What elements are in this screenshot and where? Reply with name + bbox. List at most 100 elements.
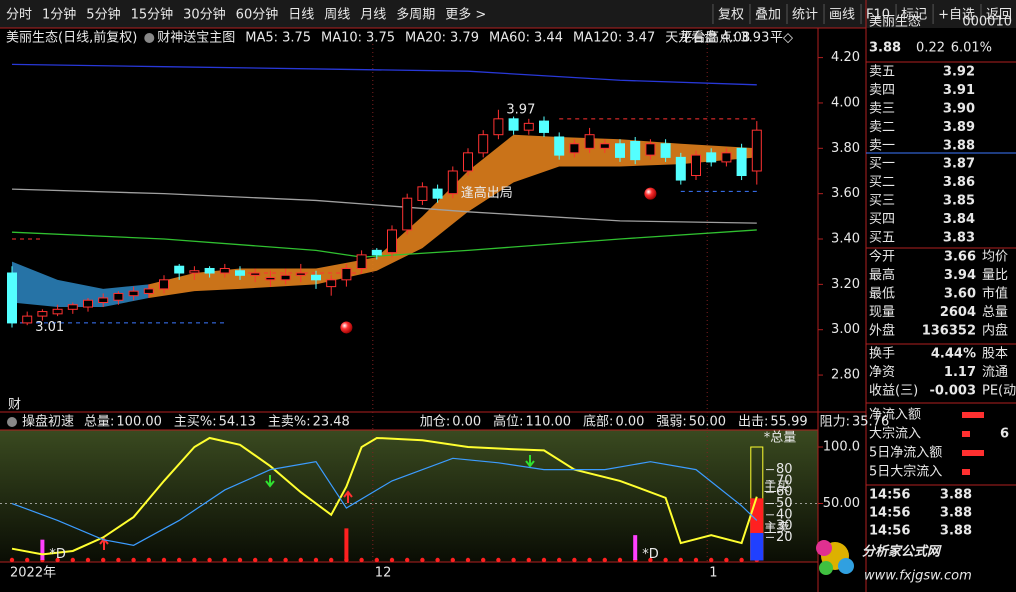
legend-label: MA20: (405, 31, 446, 46)
annotation: 3.01 (35, 320, 64, 335)
toolbar-button[interactable]: 叠加 (755, 8, 781, 23)
toolbar-button[interactable]: 复权 (718, 7, 744, 23)
toolbar-button[interactable]: 标记 (901, 8, 927, 23)
price-pct: 6.01% (951, 41, 992, 56)
arrow (265, 475, 275, 488)
candle-body (584, 134, 595, 149)
toolbar-tab[interactable]: 5分钟 (86, 7, 120, 23)
toolbar-tab[interactable]: 日线 (288, 8, 314, 23)
stat-value: 3.66 (944, 250, 976, 265)
baseline-dot (587, 557, 592, 563)
annotation: *D (642, 547, 659, 562)
annotation: 3.97 (506, 102, 535, 117)
toolbar-button[interactable]: 画线 (829, 8, 855, 23)
legend-label: MA60: (489, 31, 530, 46)
stat-tail: 市值 (982, 286, 1008, 302)
stock-code: 000010 (962, 15, 1012, 30)
candle-body (447, 170, 458, 195)
inner-tick-label: 70 (776, 473, 793, 488)
baseline-dot (389, 557, 395, 563)
stat-tail: 流通 (982, 365, 1008, 380)
legend-label: 天龙看盘 (665, 30, 717, 46)
legend-label: 阻力: (820, 415, 850, 430)
y-tick-label: 3.40 (831, 232, 860, 247)
toolbar-tab[interactable]: 月线 (360, 8, 386, 23)
toolbar-tab[interactable]: 1分钟 (42, 7, 76, 23)
candle-body (615, 143, 625, 158)
candle-body (432, 188, 443, 199)
toolbar-tab[interactable]: 15分钟 (131, 7, 174, 23)
inner-tick-label: 50 (776, 496, 793, 511)
legend-label: 主买%: (174, 415, 217, 430)
legend-value: 23.48 (313, 415, 350, 430)
annotation: *总量 (764, 430, 797, 445)
signal-bar (344, 528, 349, 560)
y-tick-label: 4.00 (831, 95, 860, 110)
baseline-dot (496, 557, 501, 563)
toolbar-tab[interactable]: 多周期 (396, 7, 435, 23)
baseline-dot (25, 557, 30, 563)
book-label: 买三 (869, 194, 895, 209)
baseline-dot (602, 557, 607, 563)
candle-body (235, 270, 245, 276)
baseline-dot (617, 557, 623, 563)
legend-label: 底部: (583, 414, 613, 430)
stat-value: 4.44% (931, 347, 976, 362)
stat-label: 现量 (869, 305, 895, 320)
y-tick-label: 4.20 (831, 50, 860, 65)
toolbar-tab[interactable]: 分时 (6, 8, 32, 23)
baseline-dot (161, 557, 167, 563)
book-price: 3.83 (943, 231, 975, 246)
inner-tick-label: 60 (776, 485, 793, 500)
trade-time: 14:56 (869, 488, 910, 503)
legend-label: 出击: (738, 415, 768, 430)
toolbar-button[interactable]: F10 (866, 8, 890, 23)
logo-petal (838, 558, 854, 574)
stat-value: 1.17 (944, 365, 976, 380)
toolbar-button[interactable]: +自选 (938, 8, 975, 23)
baseline-dot (283, 557, 288, 563)
baseline-dot (709, 557, 714, 563)
baseline-dot (420, 557, 425, 563)
toolbar-button[interactable]: 统计 (792, 8, 818, 23)
signal-bar (633, 535, 638, 560)
toolbar-button[interactable]: 返回 (986, 8, 1012, 23)
baseline-dot (177, 557, 182, 563)
flow-bar (962, 469, 970, 475)
y-tick-label: 3.20 (831, 277, 860, 292)
candle-body (174, 265, 185, 274)
stat-label: 外盘 (869, 323, 895, 339)
stat-value: 136352 (922, 324, 976, 339)
candle-body (22, 315, 33, 324)
candle-body (143, 288, 154, 294)
inner-tick-label: 20 (776, 530, 793, 545)
legend-value: 0.00 (615, 415, 644, 430)
stat-tail: 总量 (982, 305, 1008, 320)
toolbar-tab[interactable]: 30分钟 (183, 7, 226, 23)
candle-body (52, 308, 63, 315)
baseline-dot (405, 557, 410, 563)
baseline-dot (55, 557, 60, 563)
watermark-url: www.fxjgsw.com (864, 569, 972, 584)
candle-body (660, 143, 671, 158)
toolbar-tab[interactable]: 更多 > (445, 7, 486, 23)
stat-tail: 股本 (982, 347, 1008, 362)
legend-label: 加仓: (420, 415, 450, 430)
book-price: 3.90 (943, 102, 975, 117)
book-label: 买四 (869, 212, 895, 227)
baseline-dot (207, 557, 212, 563)
toolbar-tab[interactable]: 周线 (324, 8, 350, 23)
baseline-dot (329, 557, 334, 563)
trade-price: 3.88 (940, 488, 972, 503)
candle-body (7, 272, 17, 324)
candle-body (371, 249, 382, 256)
legend-value: 110.00 (526, 415, 572, 430)
legend-value: 3.75 (366, 31, 395, 46)
legend-value: 3.79 (450, 31, 479, 46)
toolbar-tab[interactable]: 60分钟 (236, 7, 279, 23)
book-label: 买二 (869, 175, 895, 190)
candle-body (219, 267, 230, 274)
candle-body (539, 120, 549, 133)
stat-label: 收益(三) (869, 384, 918, 399)
candle-body (691, 154, 701, 177)
